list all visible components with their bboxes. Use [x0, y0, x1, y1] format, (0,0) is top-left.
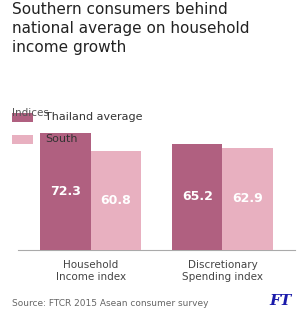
Text: 62.9: 62.9: [232, 192, 263, 205]
Text: 72.3: 72.3: [50, 185, 81, 198]
Bar: [40, 133, 91, 250]
Bar: [172, 144, 222, 250]
Text: Source: FTCR 2015 Asean consumer survey: Source: FTCR 2015 Asean consumer survey: [12, 299, 209, 308]
Bar: [222, 148, 273, 250]
Text: South: South: [45, 134, 78, 144]
Text: 65.2: 65.2: [182, 190, 213, 203]
Bar: [91, 151, 141, 250]
Text: FT: FT: [270, 294, 292, 308]
Text: Thailand average: Thailand average: [45, 112, 143, 122]
Text: Southern consumers behind
national average on household
income growth: Southern consumers behind national avera…: [12, 2, 250, 55]
Text: Indices: Indices: [12, 108, 49, 118]
Text: 60.8: 60.8: [100, 194, 131, 207]
